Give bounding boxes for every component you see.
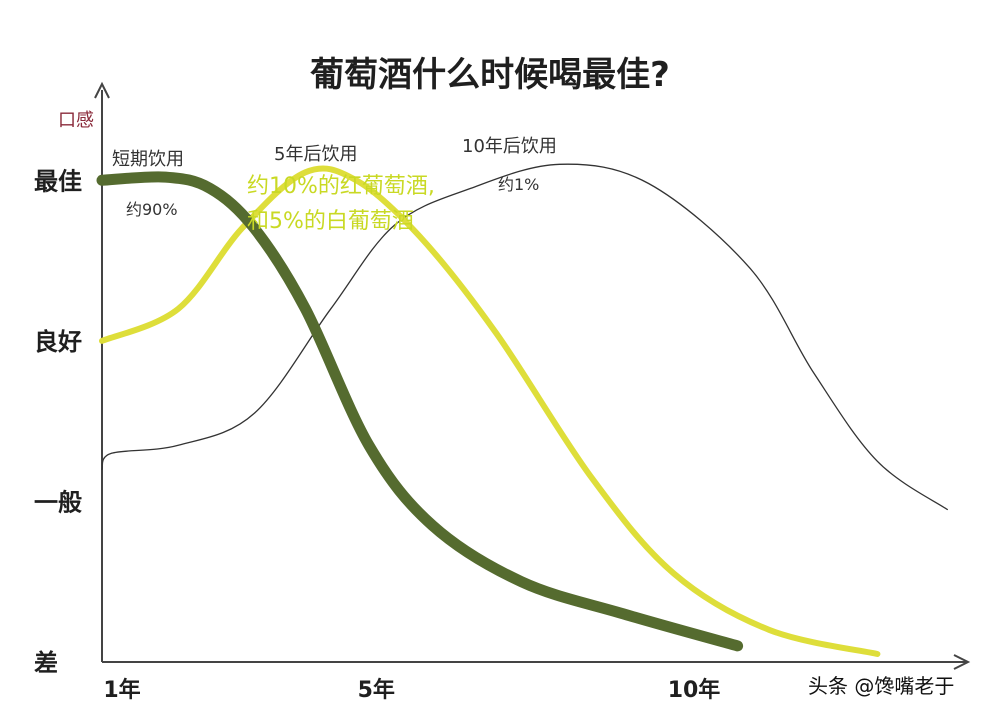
series-line-1	[96, 171, 744, 652]
x-tick-label: 10年	[668, 677, 721, 703]
series-layer	[96, 163, 948, 657]
x-axis-arrow	[953, 654, 971, 670]
series-share-short: 约90%	[126, 200, 178, 219]
y-axis-arrow	[94, 81, 110, 99]
overlay-annotation-1: 约10%的红葡萄酒,	[247, 174, 435, 199]
x-tick-label: 1年	[103, 677, 140, 703]
overlay-annotation-2: 和5%的白葡萄酒	[247, 209, 414, 234]
series-line-3	[101, 163, 948, 511]
y-tick-label: 一般	[34, 488, 82, 516]
watermark: 头条 @馋嘴老于	[808, 674, 954, 698]
chart-title: 葡萄酒什么时候喝最佳?	[310, 55, 670, 95]
x-tick-label: 5年	[358, 677, 395, 703]
y-axis-label: 口感	[58, 110, 94, 131]
y-tick-label: 良好	[34, 328, 82, 356]
series-share-10yr: 约1%	[498, 175, 539, 194]
y-tick-label: 最佳	[34, 167, 82, 195]
series-label-short: 短期饮用	[112, 149, 184, 170]
series-line-2	[99, 165, 881, 657]
series-label-5yr: 5年后饮用	[274, 144, 357, 165]
y-tick-label: 差	[34, 649, 58, 677]
x-ticks: 1年 5年 10年	[103, 677, 720, 703]
series-label-10yr: 10年后饮用	[462, 136, 557, 157]
